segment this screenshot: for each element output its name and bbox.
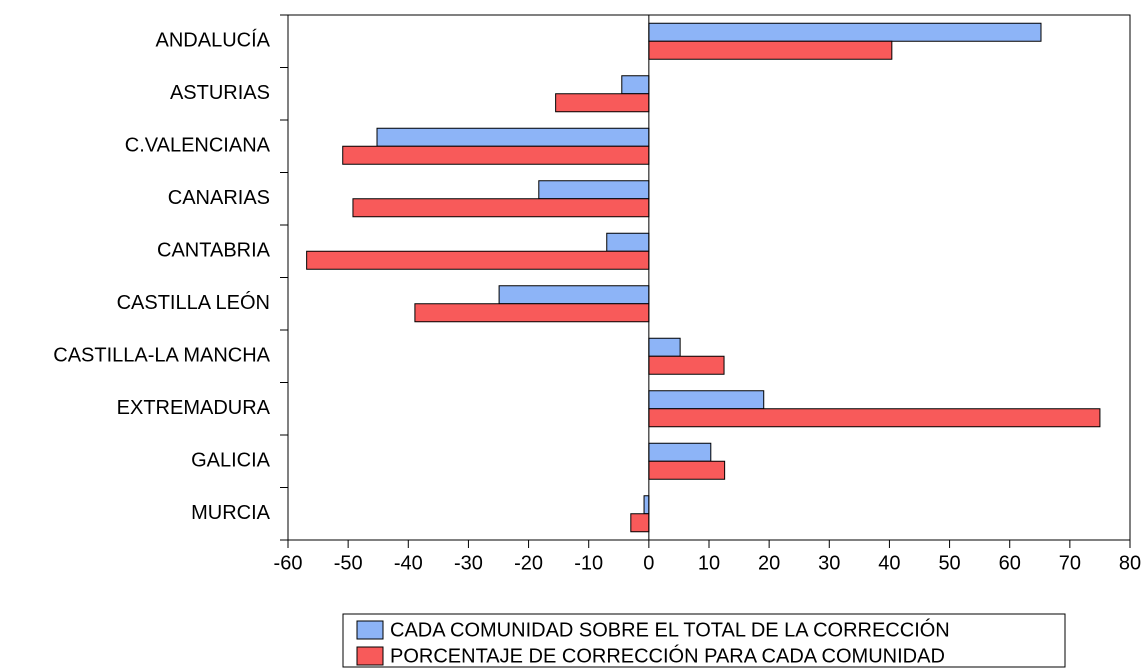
x-tick-label: -10 bbox=[574, 552, 603, 574]
y-tick-label: CANTABRIA bbox=[157, 240, 271, 262]
legend-box bbox=[342, 613, 1066, 668]
bar bbox=[376, 127, 650, 147]
x-tick-label: -20 bbox=[514, 552, 543, 574]
y-tick-label: EXTREMADURA bbox=[117, 397, 271, 419]
y-tick-label: CANARIAS bbox=[168, 187, 270, 209]
bar bbox=[606, 232, 650, 252]
y-tick-label: CASTILLA-LA MANCHA bbox=[53, 345, 270, 367]
bar bbox=[555, 93, 650, 113]
bar bbox=[648, 355, 725, 375]
bar bbox=[538, 180, 650, 200]
bar bbox=[630, 513, 650, 533]
bar bbox=[498, 285, 650, 305]
x-tick-label: 20 bbox=[758, 552, 780, 574]
legend-swatch bbox=[356, 620, 384, 640]
bar bbox=[621, 75, 650, 95]
bar bbox=[648, 337, 681, 357]
x-tick-label: 60 bbox=[999, 552, 1021, 574]
x-tick-label: -60 bbox=[274, 552, 303, 574]
x-tick-label: -50 bbox=[334, 552, 363, 574]
x-tick-label: 70 bbox=[1059, 552, 1081, 574]
legend-swatch bbox=[356, 646, 384, 666]
y-tick-label: CASTILLA LEÓN bbox=[117, 291, 270, 314]
x-tick-label: -30 bbox=[454, 552, 483, 574]
bar bbox=[648, 460, 726, 480]
y-tick-label: GALICIA bbox=[191, 450, 271, 472]
legend-label: CADA COMUNIDAD SOBRE EL TOTAL DE LA CORR… bbox=[390, 618, 950, 641]
legend-label: PORCENTAJE DE CORRECCIÓN PARA CADA COMUN… bbox=[390, 644, 945, 667]
x-tick-label: 30 bbox=[818, 552, 840, 574]
bar bbox=[648, 40, 893, 60]
x-tick-label: 10 bbox=[698, 552, 720, 574]
y-tick-label: MURCIA bbox=[191, 502, 271, 524]
x-tick-label: 0 bbox=[643, 552, 654, 574]
bar bbox=[648, 22, 1042, 42]
x-tick-label: 40 bbox=[878, 552, 900, 574]
bar bbox=[352, 198, 650, 218]
y-tick-label: ASTURIAS bbox=[170, 82, 270, 104]
bar bbox=[643, 495, 650, 515]
bar bbox=[306, 250, 650, 270]
bar bbox=[648, 390, 765, 410]
x-tick-label: -40 bbox=[394, 552, 423, 574]
y-tick-label: C.VALENCIANA bbox=[125, 135, 271, 157]
y-tick-label: ANDALUCÍA bbox=[156, 29, 271, 52]
bar bbox=[648, 442, 712, 462]
bar bbox=[414, 303, 650, 323]
x-tick-label: 80 bbox=[1119, 552, 1141, 574]
x-tick-label: 50 bbox=[938, 552, 960, 574]
bar bbox=[342, 145, 650, 165]
bar bbox=[648, 408, 1101, 428]
